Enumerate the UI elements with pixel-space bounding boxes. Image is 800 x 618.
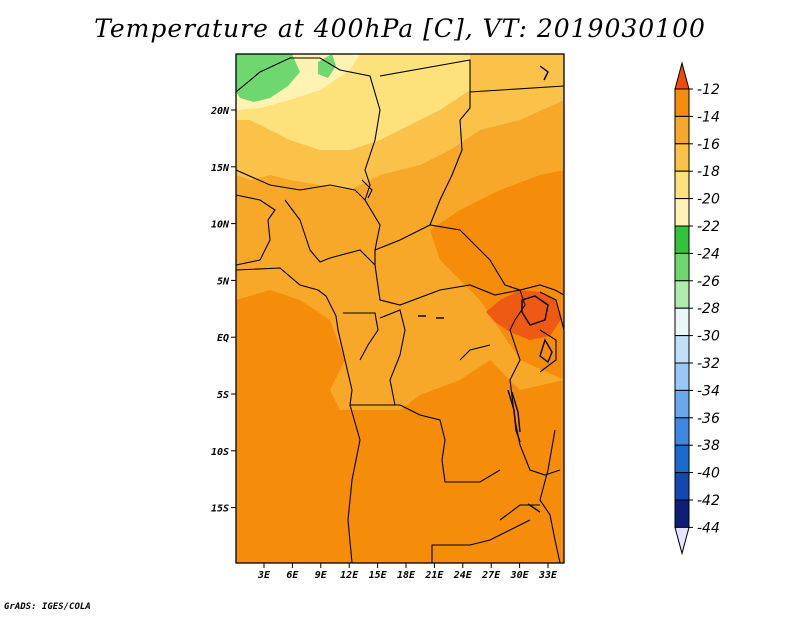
field-region-south-orange bbox=[236, 290, 564, 563]
border-line bbox=[236, 169, 366, 201]
lat-tick-label: 20N bbox=[210, 106, 230, 117]
colorbar-label: -20 bbox=[697, 192, 720, 208]
colorbar-swatch bbox=[674, 225, 690, 254]
colorbar-bottom-arrow bbox=[674, 526, 690, 556]
colorbar-swatch bbox=[674, 88, 690, 117]
border-line bbox=[499, 504, 540, 521]
border-line bbox=[509, 289, 526, 331]
border-line bbox=[459, 344, 491, 361]
border-line bbox=[343, 312, 379, 361]
border-line bbox=[399, 404, 501, 483]
colorbar-swatch bbox=[674, 499, 690, 528]
lat-tick-label: EQ bbox=[217, 333, 229, 344]
border-line bbox=[431, 519, 531, 563]
colorbar-label: -28 bbox=[697, 301, 720, 317]
lake-outline bbox=[511, 391, 521, 433]
colorbar-swatch bbox=[674, 115, 690, 145]
border-line bbox=[236, 194, 276, 266]
lon-tick-label: 33E bbox=[538, 570, 558, 581]
colorbar-label: -42 bbox=[697, 493, 720, 509]
lake-outline bbox=[539, 338, 553, 364]
border-line bbox=[347, 404, 361, 563]
colorbar-label: -26 bbox=[697, 274, 720, 290]
temperature-field bbox=[236, 54, 564, 563]
colorbar-swatch bbox=[674, 280, 690, 309]
lon-tick-label: 6E bbox=[286, 570, 299, 581]
border-line bbox=[374, 224, 564, 296]
lon-tick-label: 21E bbox=[424, 570, 444, 581]
lon-tick-label: 9E bbox=[315, 570, 328, 581]
lon-tick-label: 12E bbox=[340, 570, 359, 581]
grads-credit: GrADS: IGES/COLA bbox=[4, 602, 91, 612]
lon-tick-label: 15E bbox=[369, 570, 388, 581]
border-line bbox=[539, 429, 561, 563]
lon-tick-label: 27E bbox=[481, 570, 501, 581]
colorbar-label: -12 bbox=[697, 82, 720, 98]
colorbar-swatch bbox=[674, 444, 690, 474]
colorbar-swatch bbox=[674, 362, 690, 391]
border-line bbox=[469, 85, 564, 93]
border-line bbox=[379, 59, 471, 226]
colorbar-swatch bbox=[674, 143, 690, 172]
colorbar-label: -14 bbox=[697, 109, 720, 125]
colorbar-label: -38 bbox=[697, 438, 720, 454]
colorbar-swatch bbox=[674, 198, 690, 227]
colorbar-label: -22 bbox=[697, 219, 720, 235]
lon-tick-label: 3E bbox=[257, 570, 271, 581]
colorbar-swatch bbox=[674, 307, 690, 337]
border-line bbox=[361, 179, 373, 199]
field-region-green-1 bbox=[236, 54, 300, 102]
lat-tick-label: 15N bbox=[211, 163, 230, 174]
colorbar-swatch bbox=[674, 252, 690, 282]
border-line bbox=[379, 309, 406, 406]
map-frame bbox=[235, 53, 565, 564]
lon-tick-label: 30E bbox=[510, 570, 530, 581]
colorbar-swatch bbox=[674, 472, 690, 501]
longitude-axis: 3E 6E 9E 12E 15E 18E 21E 24E 27E 30E 33E bbox=[257, 563, 558, 581]
colorbar-label: -40 bbox=[697, 466, 720, 482]
lake-outline bbox=[527, 503, 541, 513]
lon-tick-label: 18E bbox=[397, 570, 416, 581]
colorbar-swatch bbox=[674, 389, 690, 419]
colorbar-swatch bbox=[674, 417, 690, 446]
colorbar-label: -32 bbox=[697, 356, 720, 372]
colorbar-label: -44 bbox=[697, 520, 720, 536]
lake-outline bbox=[521, 295, 549, 326]
lat-tick-label: 15S bbox=[211, 504, 229, 515]
colorbar-swatch bbox=[674, 335, 690, 364]
lat-tick-label: 5N bbox=[217, 276, 230, 287]
colorbar-label: -16 bbox=[697, 137, 720, 153]
country-borders bbox=[236, 57, 564, 563]
colorbar-label: -18 bbox=[697, 164, 720, 180]
lon-tick-label: 24E bbox=[453, 570, 473, 581]
colorbar: -12 -14 -16 -18 -20 -22 -24 -26 -28 -30 -32 -34 -36 -… bbox=[674, 61, 720, 556]
map-title: Temperature at 400hPa [C], VT: 201903010… bbox=[94, 14, 706, 43]
border-line bbox=[236, 57, 381, 265]
colorbar-label: -24 bbox=[697, 246, 720, 262]
colorbar-top-arrow bbox=[674, 61, 690, 90]
latitude-axis: 20N 15N 10N 5N EQ 5S 10S 15S bbox=[210, 106, 236, 515]
border-line bbox=[539, 329, 557, 373]
border-line bbox=[284, 199, 521, 306]
colorbar-label: -30 bbox=[697, 329, 720, 345]
colorbar-label: -34 bbox=[697, 383, 720, 399]
colorbar-swatch bbox=[674, 170, 690, 200]
lake-outlines bbox=[418, 65, 553, 513]
lake-outline bbox=[507, 389, 521, 443]
border-line bbox=[236, 267, 400, 406]
field-region-central-light bbox=[370, 295, 470, 380]
lat-tick-label: 10S bbox=[211, 447, 229, 458]
lake-outline bbox=[539, 65, 549, 81]
colorbar-label: -36 bbox=[697, 411, 720, 427]
lat-tick-label: 5S bbox=[217, 390, 229, 401]
border-line bbox=[539, 291, 564, 331]
lat-tick-label: 10N bbox=[211, 220, 230, 231]
